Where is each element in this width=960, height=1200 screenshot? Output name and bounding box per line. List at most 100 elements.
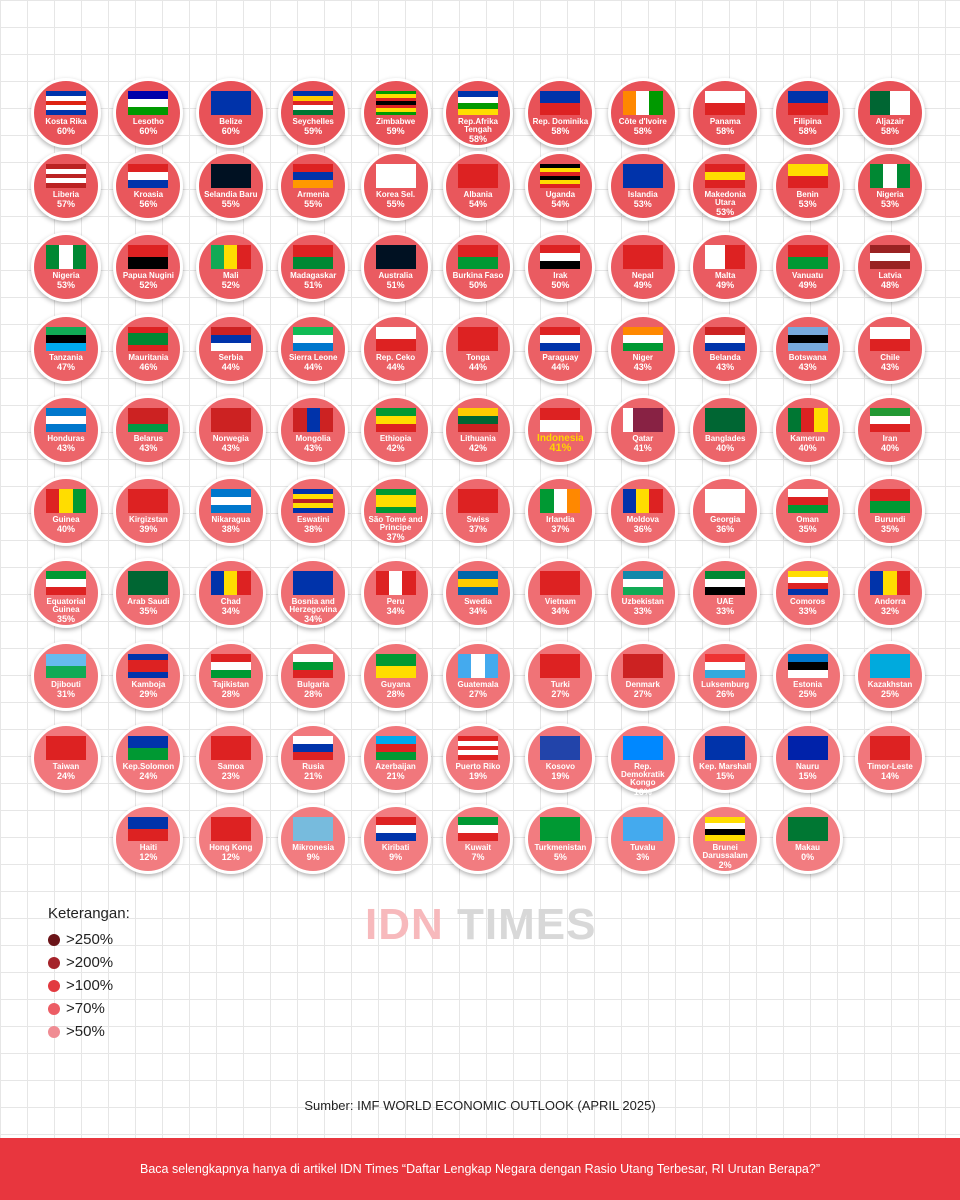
flag-stripe — [870, 416, 910, 424]
flag — [540, 245, 581, 269]
country-name: Panama — [709, 117, 741, 126]
flag-stripe — [622, 654, 663, 678]
country-name: Guyana — [380, 680, 411, 689]
country-value: 5% — [553, 852, 567, 862]
country-value: 42% — [468, 443, 487, 453]
country-badge: Tonga 44% — [443, 314, 513, 384]
country-name: Benin — [796, 190, 819, 199]
flag — [787, 817, 828, 841]
country-value: 60% — [139, 126, 158, 136]
flag-stripe — [540, 103, 581, 115]
country-name: Kep.Solomon — [122, 762, 175, 771]
legend-label: >50% — [66, 1023, 105, 1040]
flag-stripe — [705, 180, 746, 188]
flag-stripe — [293, 493, 334, 499]
country-name: Irak — [553, 271, 568, 280]
country-badge: Tuvalu 3% — [607, 804, 678, 874]
country-value: 49% — [716, 280, 735, 290]
flag — [210, 245, 251, 269]
country-value: 27% — [551, 689, 570, 699]
country-value: 58% — [798, 126, 817, 136]
country-badge: Equatorial Guinea 35% — [31, 558, 101, 628]
flag — [210, 571, 251, 595]
country-name: Nepal — [631, 271, 654, 280]
flag-stripe — [375, 245, 416, 269]
flag-stripe — [458, 833, 498, 841]
flag — [787, 408, 828, 432]
country-value: 21% — [304, 771, 323, 781]
country-name: Vanuatu — [792, 271, 824, 280]
country-value: 58% — [468, 134, 487, 144]
country-value: 33% — [798, 606, 817, 616]
flag — [375, 327, 416, 351]
flag — [787, 654, 828, 678]
country-value: 24% — [56, 771, 75, 781]
country-badge: Bulgaria 28% — [278, 641, 349, 711]
country-badge: Honduras 43% — [31, 395, 101, 465]
flag-stripe — [46, 327, 86, 335]
country-value: 28% — [304, 689, 323, 699]
flag-stripe — [725, 245, 746, 269]
flag-stripe — [540, 736, 581, 760]
flag-stripe — [293, 110, 334, 115]
flag-stripe — [705, 343, 746, 351]
country-badge: Djibouti 31% — [31, 641, 101, 711]
flag-stripe — [46, 100, 86, 106]
flag-stripe — [787, 327, 828, 335]
country-badge: Arab Saudi 35% — [113, 558, 184, 628]
flag-stripe — [128, 736, 169, 748]
flag-stripe — [458, 587, 498, 595]
country-badge: Belanda 43% — [690, 314, 761, 384]
flag-stripe — [59, 245, 73, 269]
flag-stripe — [540, 245, 581, 253]
country-badge: Luksemburg 26% — [690, 641, 761, 711]
flag-stripe — [458, 408, 498, 416]
flag-stripe — [705, 579, 746, 587]
flag-stripe — [883, 571, 897, 595]
flag-stripe — [787, 577, 828, 583]
country-badge: Norwegia 43% — [195, 395, 266, 465]
country-value: 46% — [139, 362, 158, 372]
legend-label: >100% — [66, 977, 114, 994]
flag-stripe — [540, 164, 581, 168]
flag-stripe — [540, 408, 581, 420]
flag-stripe — [787, 91, 828, 103]
flag-stripe — [705, 172, 746, 180]
flag-stripe — [787, 817, 828, 841]
country-name: Kuwait — [464, 843, 492, 852]
flag-stripe — [46, 343, 86, 351]
country-value: 41% — [633, 443, 652, 453]
flag — [622, 489, 663, 513]
country-value: 59% — [386, 126, 405, 136]
country-name: Makau — [795, 843, 821, 852]
flag — [293, 327, 334, 351]
flag — [210, 164, 251, 188]
flag-stripe — [705, 103, 746, 115]
country-name: São Tomé and Principe — [368, 515, 423, 532]
country-name: Ethiopia — [379, 434, 412, 443]
flag-stripe — [375, 666, 416, 678]
flag-stripe — [46, 183, 86, 188]
country-name: Mongolia — [295, 434, 331, 443]
flag-stripe — [46, 408, 86, 416]
flag-stripe — [800, 408, 815, 432]
flag — [46, 736, 86, 760]
flag-stripe — [293, 327, 334, 335]
flag-stripe — [210, 736, 251, 760]
flag-stripe — [237, 245, 251, 269]
country-badge: Malta 49% — [690, 232, 761, 302]
country-name: Rep. Ceko — [376, 353, 416, 362]
country-badge: Latvia 48% — [855, 232, 925, 302]
country-badge: Moldova 36% — [607, 476, 678, 546]
country-badge: Kiribati 9% — [360, 804, 431, 874]
flag — [210, 736, 251, 760]
country-value: 15% — [716, 771, 735, 781]
country-badge: São Tomé and Principe 37% — [360, 476, 431, 546]
country-name: Rusia — [302, 762, 325, 771]
flag-stripe — [210, 91, 251, 115]
country-name: Australia — [378, 271, 413, 280]
flag-stripe — [896, 164, 910, 188]
flag — [540, 736, 581, 760]
country-name: Nikaragua — [211, 515, 251, 524]
country-badge: Kamboja 29% — [113, 641, 184, 711]
